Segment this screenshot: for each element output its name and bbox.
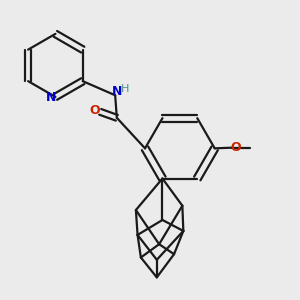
Text: O: O	[89, 104, 100, 117]
Text: O: O	[230, 140, 241, 154]
Text: H: H	[121, 84, 129, 94]
Text: N: N	[46, 91, 57, 104]
Text: N: N	[112, 85, 122, 98]
